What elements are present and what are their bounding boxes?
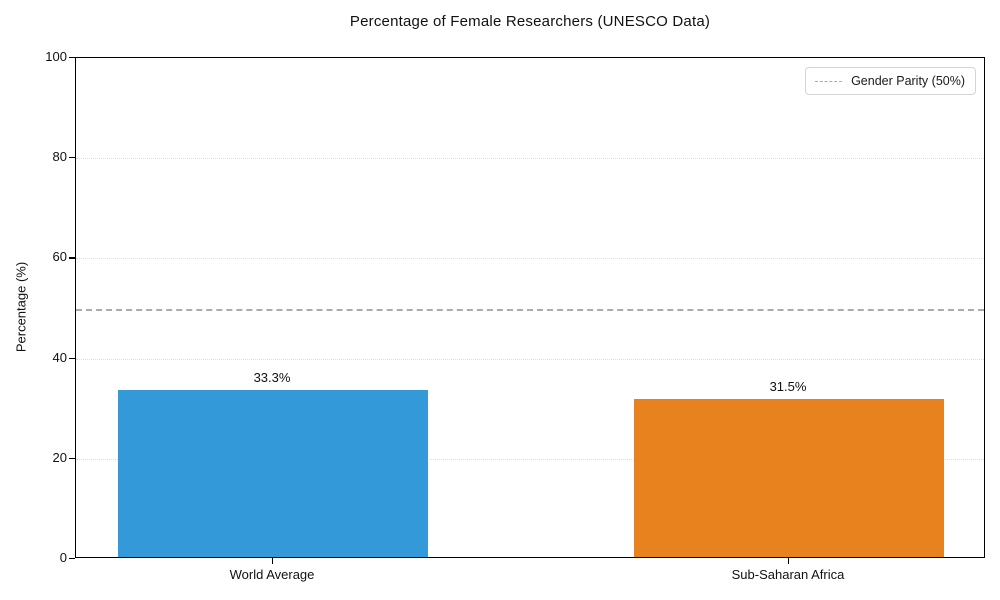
bar-1 (634, 399, 944, 557)
y-tick-label-0: 0 (59, 550, 67, 565)
gridline-40 (76, 358, 984, 360)
y-tick-mark-100 (69, 57, 75, 59)
y-tick-label-100: 100 (45, 49, 67, 64)
y-tick-label-60: 60 (52, 249, 67, 265)
plot-area: Gender Parity (50%) (75, 57, 985, 558)
legend: Gender Parity (50%) (805, 67, 976, 95)
gridline-80 (76, 158, 984, 160)
y-tick-label-20: 20 (52, 449, 67, 465)
y-tick-label-80: 80 (52, 149, 67, 165)
x-tick-mark-0 (272, 558, 274, 564)
x-tick-label-1: Sub-Saharan Africa (731, 567, 845, 582)
bar-value-label-0: 33.3% (253, 370, 291, 386)
gridline-20 (76, 458, 984, 460)
legend-label: Gender Parity (50%) (851, 74, 965, 88)
y-tick-mark-40 (69, 357, 75, 359)
y-tick-mark-0 (69, 558, 75, 560)
y-tick-label-40: 40 (52, 349, 67, 365)
bar-0 (118, 390, 428, 557)
gender-parity-reference-line (76, 308, 984, 311)
y-tick-mark-60 (69, 257, 75, 259)
y-axis-label: Percentage (%) (13, 261, 29, 353)
y-tick-mark-80 (69, 157, 75, 159)
legend-dashed-line-icon (815, 80, 843, 82)
x-tick-label-0: World Average (229, 567, 315, 582)
y-tick-mark-20 (69, 457, 75, 460)
bar-value-label-1: 31.5% (769, 379, 807, 395)
x-tick-mark-1 (788, 558, 790, 564)
gridline-60 (76, 258, 984, 260)
chart-title: Percentage of Female Researchers (UNESCO… (349, 13, 711, 30)
